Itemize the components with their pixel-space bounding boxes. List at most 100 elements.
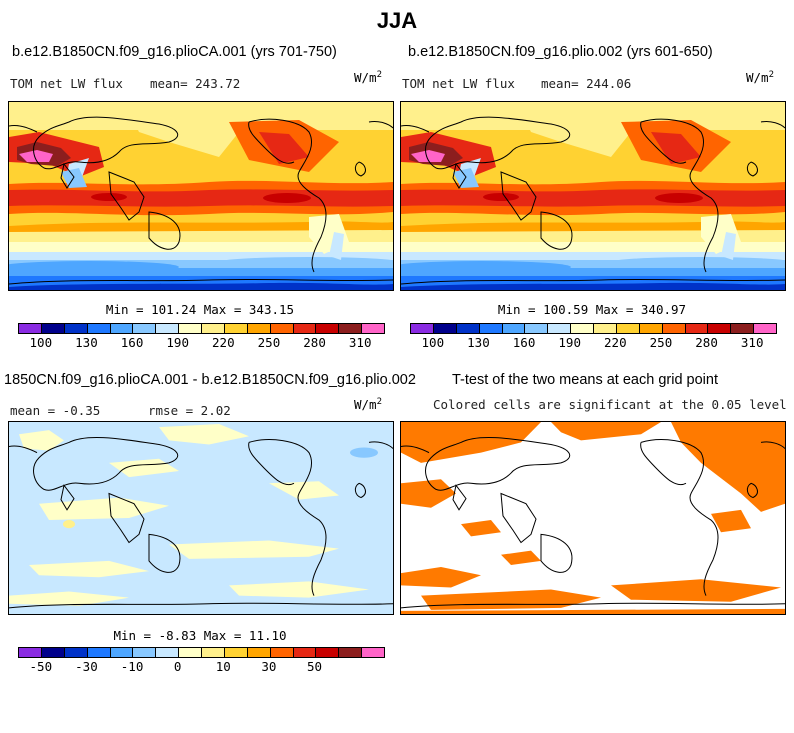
map-shape	[19, 150, 53, 162]
map-shape	[711, 509, 751, 533]
colorbar-tick-label: 50	[307, 659, 323, 674]
map-shape	[640, 118, 719, 273]
panel-2-minmax: Min = 100.59 Max = 340.97	[497, 302, 687, 317]
colorbar-tick-label: 190	[166, 335, 189, 350]
map-shape	[401, 602, 785, 609]
colorbar-swatch	[110, 324, 134, 333]
map-shape	[354, 161, 366, 177]
colorbar-swatch	[616, 324, 640, 333]
colorbar-tick-label: 160	[512, 335, 536, 350]
colorbar-swatch	[594, 324, 617, 333]
panel-2-field-svg	[401, 102, 785, 290]
panel-4-subtitle: Colored cells are significant at the 0.0…	[433, 397, 787, 412]
map-shape	[461, 520, 501, 537]
map-shape	[229, 581, 369, 598]
panel-3-colorbar-ticks: -50 -30 -10 0 10 30 50	[18, 659, 383, 674]
map-shape	[401, 260, 785, 268]
colorbar-tick-label: 160	[120, 335, 144, 350]
map-shape	[425, 116, 571, 170]
panel-3-field-svg	[9, 422, 393, 614]
colorbar-swatch	[247, 648, 271, 657]
panel-1-mean: mean= 243.72	[150, 76, 241, 91]
colorbar-tick-label: 280	[695, 335, 718, 350]
panel-4-map	[400, 421, 786, 615]
colorbar-swatch	[247, 324, 271, 333]
colorbar-swatch	[179, 648, 202, 657]
colorbar-swatch	[179, 324, 202, 333]
map-shape	[148, 533, 181, 573]
map-shape	[9, 591, 129, 606]
panel-1-field-svg	[9, 102, 393, 290]
map-shape	[401, 479, 456, 508]
colorbar-tick-label: -50	[29, 659, 53, 674]
panel-3-rmse: rmse = 2.02	[148, 403, 231, 418]
colorbar-swatch	[224, 648, 248, 657]
map-shape	[721, 232, 736, 260]
colorbar-swatch	[110, 648, 134, 657]
map-shape	[159, 424, 249, 445]
map-shape	[401, 252, 785, 260]
colorbar-tick-label: 100	[421, 335, 445, 350]
panel-1-title: b.e12.B1850CN.f09_g16.plioCA.001 (yrs 70…	[12, 44, 337, 60]
map-shape	[452, 162, 467, 189]
map-shape	[501, 550, 541, 565]
map-shape	[169, 540, 339, 559]
panel-1-variable: TOM net LW flux	[10, 76, 123, 91]
colorbar-swatch	[708, 324, 732, 333]
colorbar-swatch	[133, 324, 157, 333]
map-shape	[746, 482, 758, 499]
colorbar-swatch	[41, 648, 65, 657]
map-shape	[219, 257, 393, 267]
map-shape	[33, 437, 179, 491]
panel-3-title: 1850CN.f09_g16.plioCA.001 - b.e12.B1850C…	[4, 372, 416, 388]
map-shape	[29, 560, 149, 578]
map-shape	[19, 430, 64, 451]
map-shape	[354, 482, 366, 499]
map-shape	[61, 168, 87, 188]
colorbar-swatch	[156, 648, 180, 657]
map-shape	[33, 116, 179, 170]
map-shape	[540, 211, 573, 250]
panel-3-mean: mean = -0.35	[10, 403, 101, 418]
map-shape	[411, 150, 445, 162]
colorbar-swatch	[316, 324, 340, 333]
map-shape	[9, 121, 393, 133]
colorbar-tick-label: 250	[649, 335, 673, 350]
colorbar-tick-label: 220	[212, 335, 235, 350]
colorbar-swatch	[133, 648, 157, 657]
map-shape	[401, 441, 785, 454]
colorbar-swatch	[548, 324, 572, 333]
panel-2-variable: TOM net LW flux	[402, 76, 515, 91]
map-shape	[401, 278, 785, 285]
map-shape	[350, 447, 378, 458]
map-shape	[269, 481, 339, 500]
map-shape	[401, 608, 785, 614]
map-shape	[148, 211, 181, 250]
colorbar-tick-label: 100	[29, 335, 53, 350]
map-shape	[129, 102, 239, 157]
colorbar-tick-label: 0	[173, 659, 182, 674]
map-shape	[671, 422, 785, 512]
colorbar-swatch	[41, 324, 65, 333]
colorbar-swatch	[754, 324, 776, 333]
map-shape	[329, 232, 344, 260]
map-shape	[401, 242, 785, 252]
colorbar-swatch	[293, 324, 317, 333]
colorbar-tick-label: -10	[120, 659, 144, 674]
colorbar-tick-label: 220	[604, 335, 627, 350]
map-shape	[611, 257, 785, 267]
map-shape	[452, 484, 467, 511]
map-shape	[500, 492, 537, 544]
map-shape	[263, 193, 311, 203]
map-shape	[9, 261, 179, 273]
panel-4-title: T-test of the two means at each grid poi…	[452, 372, 718, 388]
colorbar-swatch	[571, 324, 594, 333]
map-shape	[91, 193, 127, 201]
panel-3-units: W/m2	[354, 397, 382, 413]
map-shape	[401, 268, 785, 276]
panel-1-colorbar	[18, 323, 385, 334]
colorbar-swatch	[87, 648, 111, 657]
colorbar-tick-label: 280	[303, 335, 326, 350]
map-shape	[401, 221, 785, 232]
map-shape	[500, 171, 537, 221]
